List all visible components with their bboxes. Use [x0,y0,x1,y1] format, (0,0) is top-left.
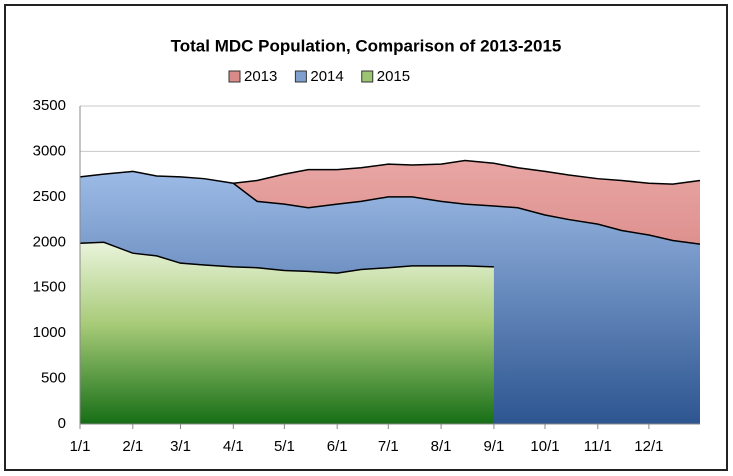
x-tick-label: 11/1 [584,438,612,455]
legend-label: 2014 [310,68,343,85]
area-outline [79,241,494,274]
y-tick-label: 0 [58,415,66,432]
y-tick-label: 2000 [33,233,66,250]
chart-title: Total MDC Population, Comparison of 2013… [171,36,562,55]
legend-label: 2015 [377,68,410,85]
x-tick-label: 7/1 [378,438,399,455]
x-tick-label: 5/1 [274,438,295,455]
x-tick-label: 12/1 [634,438,663,455]
y-tick-label: 500 [41,370,66,387]
x-tick-label: 3/1 [170,438,191,455]
x-tick-label: 6/1 [327,438,348,455]
x-tick-label: 2/1 [122,438,143,455]
x-tick-label: 1/1 [70,438,91,455]
area-outline [79,170,701,245]
x-tick-label: 10/1 [530,438,559,455]
y-tick-label: 3500 [33,97,66,114]
y-tick-label: 2500 [33,188,66,205]
area [80,242,494,424]
legend-swatch [294,70,307,83]
legend-swatch [361,70,374,83]
x-tick-label: 4/1 [223,438,244,455]
legend-swatch [228,70,241,83]
area-outline [233,159,701,185]
y-tick-label: 1000 [33,324,66,341]
y-tick-label: 3000 [33,142,66,159]
y-tick-label: 1500 [33,279,66,296]
x-tick-label: 9/1 [483,438,504,455]
legend-label: 2013 [244,68,277,85]
x-tick-label: 8/1 [431,438,452,455]
